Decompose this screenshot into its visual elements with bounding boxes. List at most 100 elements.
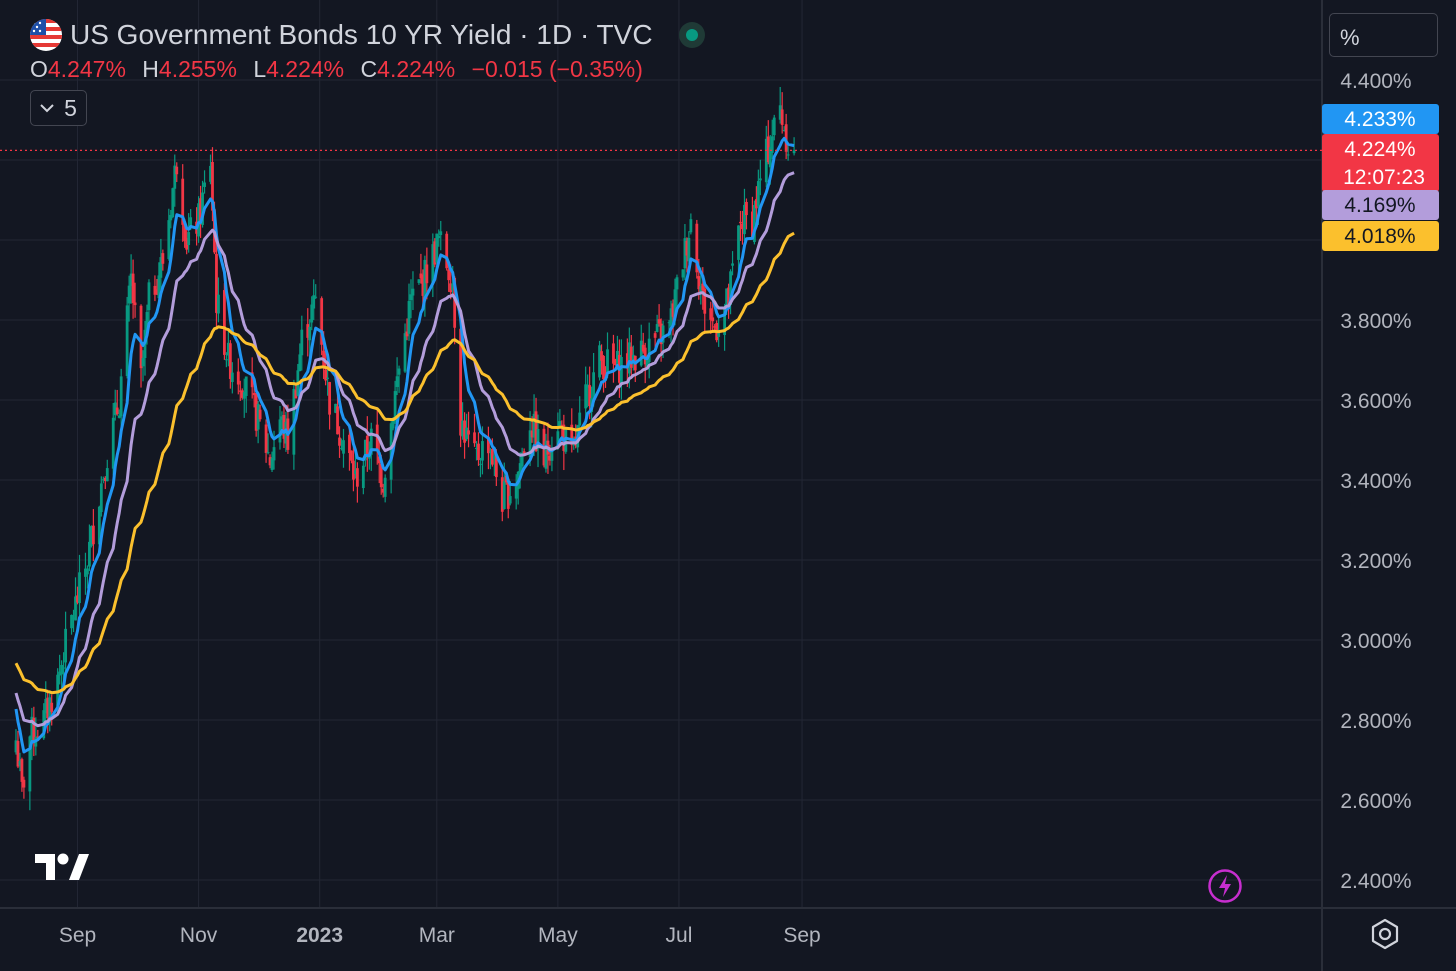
price-badge-value: 4.169% bbox=[1344, 194, 1415, 217]
candle-body bbox=[226, 342, 230, 356]
candle-body bbox=[127, 285, 131, 304]
candle-body bbox=[252, 392, 256, 396]
candle-body bbox=[407, 301, 411, 334]
tradingview-logo-icon[interactable] bbox=[35, 852, 89, 887]
candle-body bbox=[58, 671, 62, 676]
candle-body bbox=[101, 479, 105, 481]
candle-body bbox=[598, 345, 601, 378]
candle-body bbox=[167, 220, 171, 260]
candle-body bbox=[203, 182, 206, 187]
candle-body bbox=[30, 716, 34, 742]
moving-averages bbox=[14, 136, 795, 754]
price-badge bbox=[1322, 190, 1439, 220]
candle-body bbox=[119, 376, 123, 417]
candle-body bbox=[528, 430, 532, 458]
candle-body bbox=[600, 351, 603, 361]
y-tick-label: 3.200% bbox=[1340, 550, 1411, 573]
candle-body bbox=[361, 465, 365, 489]
candle-body bbox=[32, 717, 36, 743]
candle-body bbox=[324, 369, 328, 381]
candle-body bbox=[175, 166, 179, 175]
candle-body bbox=[169, 214, 173, 221]
price-badge-value: 4.224% bbox=[1344, 138, 1415, 161]
candle-body bbox=[185, 238, 189, 250]
lightning-icon[interactable] bbox=[1207, 868, 1243, 909]
candle-body bbox=[687, 237, 691, 262]
candle-body bbox=[256, 403, 260, 430]
candle-body bbox=[294, 390, 298, 399]
market-status-icon[interactable] bbox=[678, 22, 705, 48]
candle-body bbox=[211, 162, 214, 211]
x-tick-label: 2023 bbox=[296, 924, 343, 947]
y-tick-label: 3.600% bbox=[1340, 390, 1411, 413]
candle-body bbox=[653, 333, 657, 338]
candle-body bbox=[792, 150, 796, 154]
candle-body bbox=[780, 109, 784, 125]
candle-body bbox=[544, 440, 548, 469]
candle-body bbox=[355, 468, 359, 487]
candle-body bbox=[461, 420, 464, 437]
y-tick-label: 2.800% bbox=[1340, 710, 1411, 733]
candle-body bbox=[395, 376, 399, 387]
low-key: L bbox=[253, 56, 267, 82]
us-flag-icon bbox=[30, 19, 62, 51]
candle-body bbox=[48, 697, 52, 723]
candle-body bbox=[117, 415, 121, 418]
candle-body bbox=[145, 312, 149, 336]
candle-body bbox=[659, 323, 663, 345]
candle-body bbox=[647, 338, 651, 363]
candle-body bbox=[695, 223, 699, 273]
candle-body bbox=[522, 451, 526, 455]
candle-body bbox=[181, 178, 185, 225]
candle-body bbox=[490, 449, 494, 465]
candle-body bbox=[272, 447, 276, 461]
candle-body bbox=[115, 407, 119, 415]
candle-body bbox=[520, 452, 524, 467]
candle-body bbox=[244, 376, 248, 397]
candle-body bbox=[586, 384, 590, 388]
candle-body bbox=[449, 283, 453, 293]
candle-body bbox=[494, 454, 498, 478]
candle-body bbox=[187, 232, 191, 246]
low-value: 4.224% bbox=[266, 56, 345, 82]
candle-body bbox=[431, 244, 435, 284]
candle-body bbox=[745, 201, 748, 216]
settings-gear-icon[interactable] bbox=[1368, 917, 1402, 956]
candle-body bbox=[699, 286, 703, 293]
candle-body bbox=[473, 432, 476, 444]
candle-body bbox=[558, 421, 562, 428]
ohlc-values: O4.247% H4.255% L4.224% C4.224% −0.015 (… bbox=[30, 56, 705, 83]
candle-body bbox=[550, 449, 554, 461]
price-badge bbox=[1322, 104, 1439, 134]
candle-body bbox=[153, 285, 157, 295]
price-scale-unit[interactable]: % bbox=[1329, 13, 1438, 57]
candle-body bbox=[661, 325, 665, 343]
candle-body bbox=[250, 372, 254, 388]
candle-body bbox=[492, 455, 496, 460]
moving-average-line bbox=[14, 136, 795, 754]
high-value: 4.255% bbox=[158, 56, 237, 82]
candle-body bbox=[129, 273, 133, 287]
candle-body bbox=[419, 273, 423, 279]
candle-body bbox=[514, 486, 518, 499]
candle-body bbox=[278, 419, 282, 443]
candle-body bbox=[612, 343, 615, 364]
candle-body bbox=[320, 298, 324, 345]
candle-body bbox=[772, 117, 776, 136]
candle-body bbox=[111, 417, 115, 469]
indicators-toggle-button[interactable]: 5 bbox=[30, 90, 87, 126]
symbol-title[interactable]: US Government Bonds 10 YR Yield · 1D · T… bbox=[70, 19, 653, 50]
grid bbox=[0, 0, 1322, 908]
candle-body bbox=[103, 477, 107, 481]
candle-body bbox=[393, 391, 397, 423]
candle-body bbox=[467, 430, 470, 435]
candle-body bbox=[570, 424, 574, 445]
candle-body bbox=[548, 455, 552, 461]
candle-body bbox=[298, 354, 302, 372]
candle-body bbox=[199, 198, 202, 223]
candle-body bbox=[147, 282, 151, 311]
candle-body bbox=[556, 431, 560, 449]
open-value: 4.247% bbox=[47, 56, 126, 82]
candle-body bbox=[86, 568, 89, 575]
